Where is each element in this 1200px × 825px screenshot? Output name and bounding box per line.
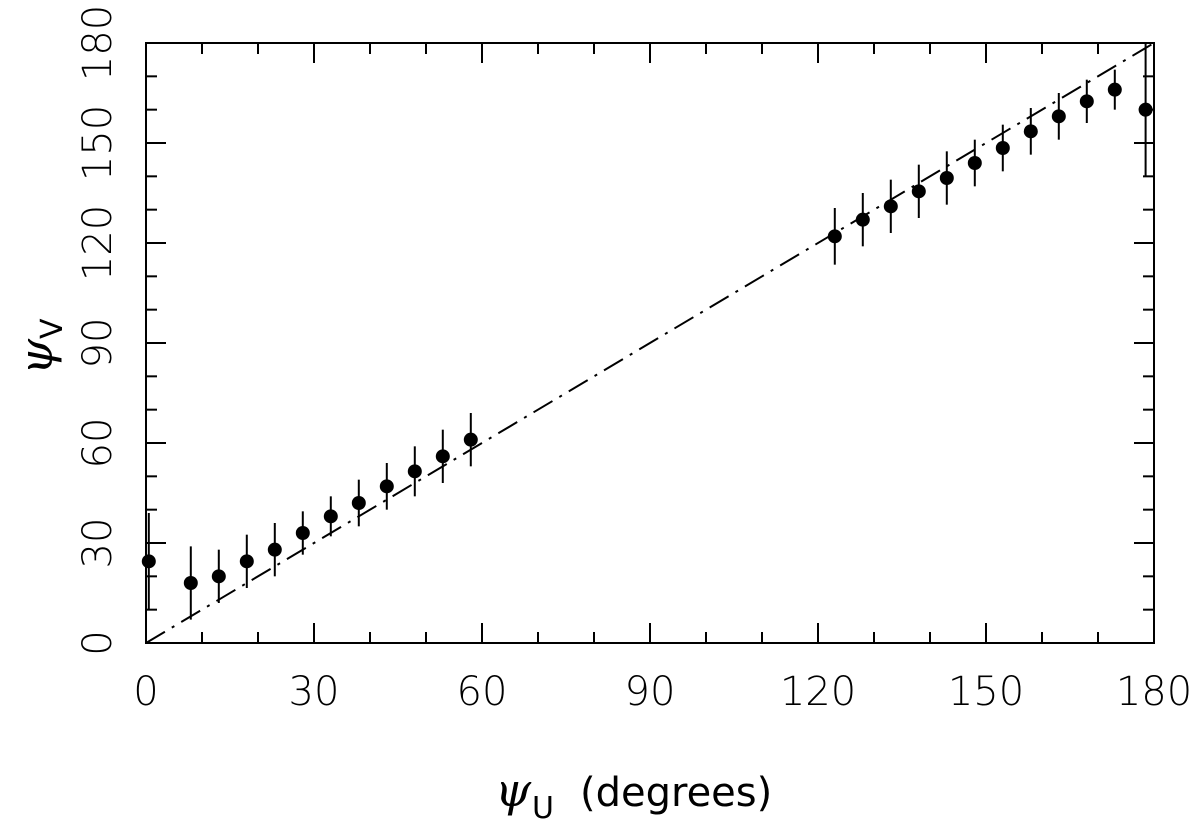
data-point [883,199,898,214]
data-point [295,526,310,540]
data-point [183,576,198,590]
y-axis-label-symbol: ψ [9,338,63,375]
data-point [239,554,254,569]
x-axis-label-symbol: ψ [495,763,532,817]
data-point [351,496,366,510]
data-point [1051,109,1066,124]
data-point [1107,82,1122,97]
y-tick-label: 60 [75,418,121,469]
x-tick-label: 0 [133,669,158,715]
data-point [1023,124,1038,139]
y-tick-label: 120 [75,205,121,281]
x-tick-label: 60 [457,669,508,715]
data-point [1079,94,1094,109]
tick-labels: 0 30 60 90 120 150 180 0 30 60 90 120 150 180 [75,5,1192,715]
data-point [407,464,422,479]
y-tick-label: 180 [75,5,121,81]
data-point [827,229,842,244]
x-axis-label-text: (degrees) [580,770,772,816]
data-point [855,212,870,227]
data-point [967,156,982,170]
data-points [141,43,1153,620]
x-axis-label-subscript: U [532,791,554,825]
data-point [463,432,478,447]
data-point [211,569,226,584]
x-axis-label: ψ U (degrees) [495,763,772,825]
x-tick-label: 30 [289,669,340,715]
y-tick-label: 0 [75,630,121,655]
data-point [939,171,954,185]
y-axis-label: ψ V [9,318,70,375]
data-point [323,509,338,524]
y-tick-label: 30 [75,518,121,569]
ticks [145,42,1155,644]
data-point [141,554,156,569]
x-tick-label: 120 [780,669,856,715]
y-tick-label: 90 [75,318,121,369]
data-point [995,141,1010,155]
data-point [911,184,926,199]
data-point [435,449,450,464]
x-tick-label: 180 [1116,669,1192,715]
y-tick-label: 150 [75,105,121,181]
x-tick-label: 90 [625,669,676,715]
x-tick-label: 150 [948,669,1024,715]
reference-line [145,42,1155,644]
data-point [1138,102,1153,117]
data-point [267,542,282,557]
y-axis-label-subscript: V [35,318,70,339]
data-point [379,479,394,494]
